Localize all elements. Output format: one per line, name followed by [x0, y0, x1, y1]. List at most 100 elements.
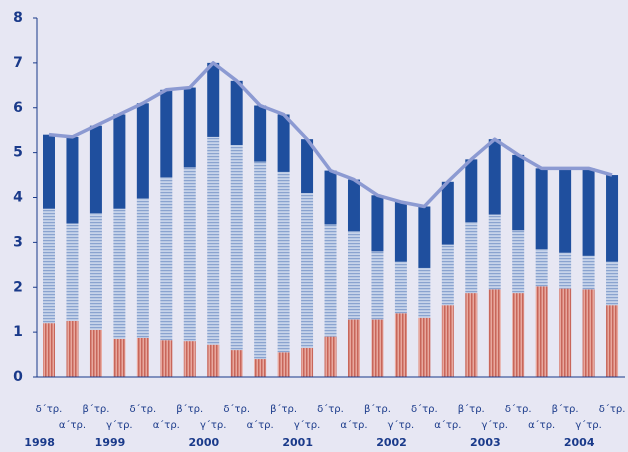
bar-segment	[66, 320, 79, 377]
bar-segment	[371, 195, 384, 252]
x-tick-label: β΄τρ.	[82, 403, 109, 415]
bar-segment	[160, 340, 173, 377]
bar-segment	[43, 208, 55, 324]
bar-segment	[66, 223, 79, 321]
bar-segment	[207, 344, 220, 377]
bar-segment	[254, 359, 267, 377]
bar-segment	[89, 213, 102, 330]
bar-segment	[254, 105, 267, 162]
x-tick-label: γ΄τρ.	[200, 419, 226, 431]
bar-segment	[230, 350, 243, 377]
bar-segment	[535, 168, 548, 250]
x-tick-label: γ΄τρ.	[388, 419, 414, 431]
y-tick-label: 0	[13, 369, 23, 385]
x-tick-label: δ΄τρ.	[130, 403, 157, 415]
bar-segment	[418, 267, 431, 318]
x-tick-label: δ΄τρ.	[411, 403, 438, 415]
bar-segment	[606, 261, 619, 306]
x-tick-label: δ΄τρ.	[36, 403, 63, 415]
x-tick-label: β΄τρ.	[364, 403, 391, 415]
bar-segment	[160, 89, 173, 178]
x-tick-label: δ΄τρ.	[317, 403, 344, 415]
x-tick-label: α΄τρ.	[153, 419, 180, 431]
x-tick-label: γ΄τρ.	[294, 419, 320, 431]
x-tick-label: α΄τρ.	[434, 419, 461, 431]
bar-segment	[207, 136, 220, 345]
bar-segment	[183, 341, 196, 377]
bar-segment	[324, 170, 337, 225]
bar-segment	[230, 144, 243, 351]
y-tick-label: 1	[13, 324, 23, 340]
year-label: 2002	[376, 436, 407, 449]
bar-segment	[254, 161, 267, 360]
bar-segment	[512, 230, 525, 294]
bar-segment	[394, 261, 407, 314]
bar-segment	[43, 134, 55, 209]
bar-segment	[394, 313, 407, 377]
bar-segment	[136, 337, 149, 377]
bar-segment	[441, 181, 454, 245]
year-label: 1998	[24, 436, 55, 449]
year-label: 2001	[282, 436, 313, 449]
bar-segment	[606, 175, 619, 262]
bar-segment	[465, 293, 478, 377]
bar-segment	[582, 255, 595, 290]
x-tick-label: β΄τρ.	[270, 403, 297, 415]
bar-segment	[66, 136, 79, 224]
bar-segment	[488, 139, 501, 215]
y-tick-label: 2	[13, 279, 23, 295]
bar-segment	[347, 179, 360, 232]
bar-segment	[582, 168, 595, 256]
bar-segment	[465, 159, 478, 223]
bar-segment	[488, 289, 501, 377]
bar-segment	[277, 171, 290, 353]
bar-segment	[347, 319, 360, 377]
bar-segment	[441, 244, 454, 306]
y-tick-label: 4	[13, 190, 23, 206]
bar-segment	[394, 201, 407, 262]
year-label: 2000	[189, 436, 220, 449]
bar-segment	[418, 317, 431, 377]
bar-segment	[277, 114, 290, 172]
bar-segment	[136, 198, 149, 338]
year-label: 2004	[564, 436, 595, 449]
x-tick-label: β΄τρ.	[458, 403, 485, 415]
bar-segment	[606, 305, 619, 377]
bar-segment	[183, 87, 196, 168]
bar-segment	[113, 114, 126, 209]
bar-segment	[512, 293, 525, 377]
y-tick-label: 7	[13, 55, 23, 71]
x-tick-label: α΄τρ.	[528, 419, 555, 431]
x-tick-label: α΄τρ.	[247, 419, 274, 431]
bar-segment	[136, 103, 149, 199]
bar-segment	[324, 336, 337, 377]
y-tick-label: 8	[13, 10, 23, 26]
line-series	[48, 61, 613, 209]
year-label: 1999	[95, 436, 126, 449]
bar-segment	[183, 167, 196, 342]
bar-segment	[301, 347, 314, 377]
bar-segment	[347, 231, 360, 320]
bar-segment	[89, 125, 102, 214]
bar-segment	[535, 249, 548, 287]
bar-segment	[465, 222, 478, 294]
bar-segment	[582, 289, 595, 377]
bar-segment	[441, 305, 454, 377]
bar-segment	[230, 80, 243, 145]
year-label: 2003	[470, 436, 501, 449]
x-tick-label: α΄τρ.	[59, 419, 86, 431]
x-tick-label: β΄τρ.	[176, 403, 203, 415]
bar-segment	[371, 319, 384, 377]
y-tick-label: 3	[13, 234, 23, 250]
bar-segment	[512, 154, 525, 231]
bar-segment	[371, 251, 384, 320]
x-tick-label: β΄τρ.	[552, 403, 579, 415]
bar-segment	[559, 288, 572, 377]
y-tick-label: 5	[13, 145, 23, 161]
x-tick-label: γ΄τρ.	[106, 419, 132, 431]
x-tick-label: δ΄τρ.	[599, 403, 626, 415]
bar-segment	[207, 62, 220, 137]
x-tick-label: γ΄τρ.	[575, 419, 601, 431]
bar-segment	[113, 208, 126, 339]
